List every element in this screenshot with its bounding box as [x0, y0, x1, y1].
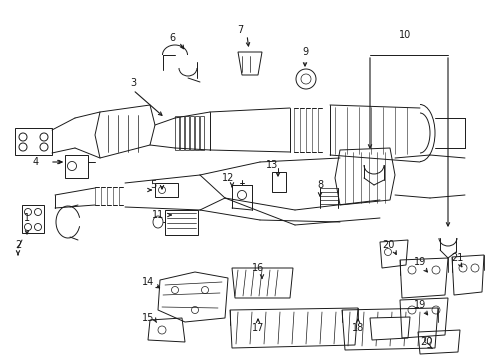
Text: 11: 11 — [152, 210, 164, 220]
Text: 9: 9 — [301, 47, 307, 57]
Text: 18: 18 — [351, 323, 364, 333]
Text: 16: 16 — [251, 263, 264, 273]
Text: 19: 19 — [413, 257, 425, 267]
Text: 19: 19 — [413, 300, 425, 310]
Text: 20: 20 — [381, 240, 393, 250]
Text: 10: 10 — [398, 30, 410, 40]
Text: 8: 8 — [316, 180, 323, 190]
Polygon shape — [369, 317, 409, 340]
Text: 15: 15 — [142, 313, 154, 323]
Text: 14: 14 — [142, 277, 154, 287]
Text: 21: 21 — [450, 253, 462, 263]
Text: 6: 6 — [168, 33, 175, 43]
Text: 3: 3 — [130, 78, 136, 88]
Text: 13: 13 — [265, 160, 278, 170]
Text: 1: 1 — [24, 213, 30, 223]
Text: 5: 5 — [149, 180, 156, 190]
Text: 7: 7 — [236, 25, 243, 35]
Text: 12: 12 — [222, 173, 234, 183]
Text: 17: 17 — [251, 323, 264, 333]
Text: 4: 4 — [33, 157, 39, 167]
Text: 2: 2 — [15, 240, 21, 250]
Text: 20: 20 — [419, 337, 431, 347]
